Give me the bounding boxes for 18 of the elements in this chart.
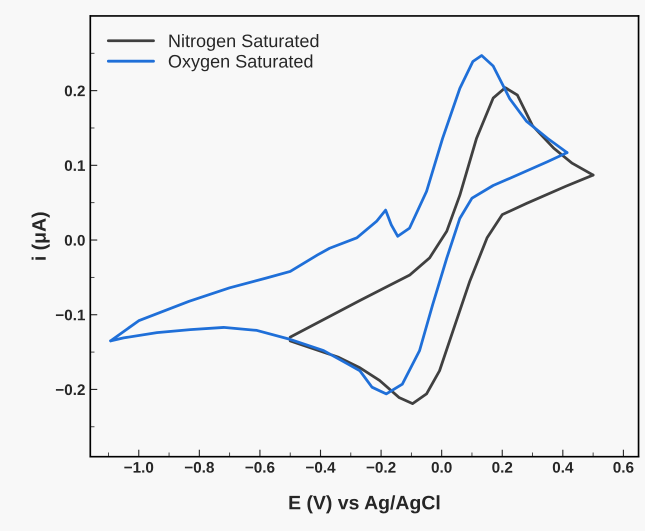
- x-tick-label: 0.6: [613, 462, 634, 473]
- y-tick-label: 0.0: [64, 234, 85, 246]
- legend-label: Nitrogen Saturated: [169, 34, 318, 51]
- y-tick-label: 0.2: [64, 86, 85, 96]
- x-tick-label: −0.2: [366, 462, 396, 473]
- x-tick-label: −0.8: [184, 462, 214, 473]
- legend-label: Oxygen Saturated: [168, 54, 312, 72]
- y-tick-label: −0.1: [56, 310, 86, 320]
- x-tick-label: −0.6: [245, 462, 274, 473]
- y-tick-label: 0.1: [64, 160, 86, 172]
- y-axis-title: i (μA): [32, 212, 50, 260]
- x-tick-label: −0.4: [306, 462, 336, 473]
- y-tick-label: −0.2: [56, 384, 85, 396]
- x-tick-label: 0.4: [552, 462, 574, 473]
- x-tick-label: −1.0: [124, 462, 154, 473]
- x-tick-label: 0.0: [432, 462, 452, 473]
- x-axis-title: E (V) vs Ag/AgCl: [289, 495, 440, 514]
- x-tick-label: 0.2: [492, 462, 512, 473]
